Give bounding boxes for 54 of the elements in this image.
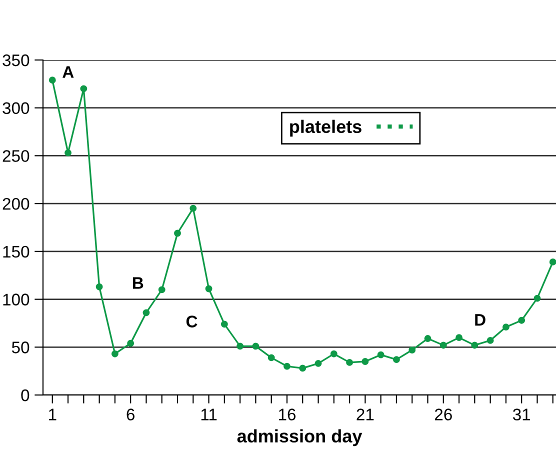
point bbox=[486, 336, 494, 344]
point bbox=[534, 294, 541, 302]
point bbox=[346, 358, 354, 366]
x-tick-label: 26 bbox=[434, 408, 452, 420]
point bbox=[471, 342, 478, 349]
point bbox=[111, 350, 118, 358]
annotation: A bbox=[62, 66, 74, 78]
point bbox=[127, 340, 134, 347]
y-tick-label: 200 bbox=[2, 198, 30, 210]
point bbox=[424, 335, 432, 342]
point bbox=[299, 364, 306, 372]
y-tick-label: 250 bbox=[2, 150, 30, 162]
point bbox=[377, 351, 384, 358]
point bbox=[362, 358, 369, 365]
point bbox=[205, 285, 212, 292]
point bbox=[284, 362, 290, 370]
point bbox=[330, 350, 338, 358]
point bbox=[174, 230, 181, 237]
point bbox=[96, 283, 103, 290]
x-tick-label: 31 bbox=[512, 408, 530, 420]
point bbox=[408, 346, 416, 354]
point bbox=[518, 316, 526, 324]
point bbox=[440, 342, 447, 349]
y-tick-label: 350 bbox=[2, 54, 30, 66]
point bbox=[158, 286, 166, 294]
point bbox=[502, 324, 510, 331]
y-tick-label: 100 bbox=[3, 294, 30, 306]
annotation: B bbox=[133, 277, 144, 289]
point bbox=[48, 76, 56, 84]
point bbox=[220, 320, 228, 328]
point bbox=[80, 85, 88, 92]
y-tick-label: 150 bbox=[3, 246, 30, 258]
point bbox=[142, 309, 150, 316]
x-tick-label: 6 bbox=[126, 408, 134, 420]
point bbox=[392, 356, 400, 364]
y-tick-label: 0 bbox=[21, 389, 30, 402]
y-tick-label: 50 bbox=[12, 342, 30, 354]
point bbox=[456, 334, 463, 342]
point bbox=[268, 354, 275, 362]
point bbox=[314, 360, 322, 367]
legend-label: platelets bbox=[290, 120, 362, 137]
annotation: D bbox=[475, 314, 486, 326]
annotation: C bbox=[186, 316, 198, 328]
y-tick-label: 300 bbox=[2, 102, 30, 114]
point bbox=[64, 149, 72, 156]
x-tick-label: 1 bbox=[49, 408, 56, 420]
x-tick-label: 11 bbox=[201, 408, 217, 420]
point bbox=[549, 258, 556, 266]
x-tick-label: 21 bbox=[356, 408, 374, 420]
point bbox=[190, 204, 197, 212]
x-axis-title: admission day bbox=[237, 429, 362, 446]
x-tick-label: 16 bbox=[278, 408, 296, 420]
point bbox=[236, 342, 244, 350]
point bbox=[252, 342, 260, 350]
